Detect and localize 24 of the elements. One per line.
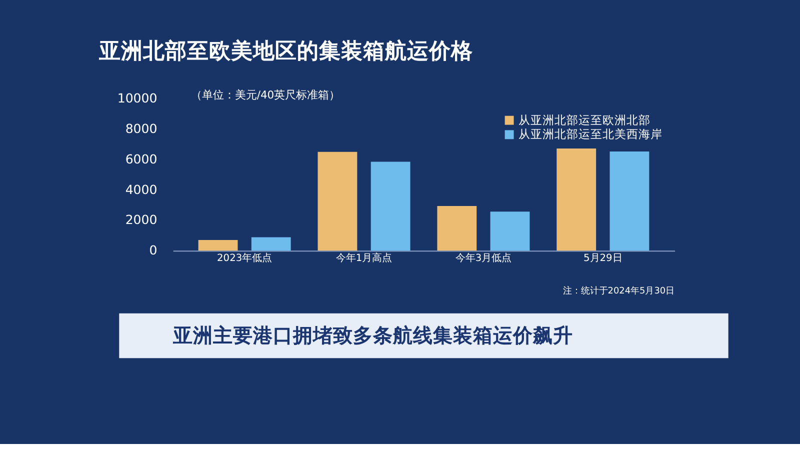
bar — [556, 148, 596, 251]
bar — [318, 152, 358, 251]
bar — [610, 152, 650, 251]
bar — [437, 206, 477, 251]
text: 注：统计于2024年5月30日 — [562, 286, 675, 297]
text: 亚洲主要港口拥堵致多条航线集装箱运价飙升 — [172, 324, 573, 348]
y-tick-label: 6000 — [125, 151, 158, 166]
bar — [198, 240, 238, 251]
legend-label: 从亚洲北部运至北美西海岸 — [518, 127, 663, 142]
bar — [490, 212, 530, 251]
chart-title: 亚洲北部至欧美地区的集装箱航运价格 — [98, 38, 474, 64]
annotation: （单位：美元/40英尺标准箱） — [190, 88, 340, 102]
bar — [251, 237, 291, 251]
x-tick-label: 今年3月低点 — [455, 252, 512, 264]
y-tick-label: 2000 — [125, 212, 158, 228]
bar — [370, 162, 410, 251]
y-tick-label: 4000 — [125, 182, 158, 197]
x-tick-label: 2023年低点 — [217, 252, 272, 264]
x-tick-label: 5月29日 — [584, 252, 622, 264]
x-tick-label: 今年1月高点 — [336, 252, 392, 264]
y-tick-label: 10000 — [117, 90, 158, 106]
legend-label: 从亚洲北部运至欧洲北部 — [518, 112, 651, 127]
y-tick-label: 0 — [149, 242, 158, 258]
y-tick-label: 8000 — [125, 120, 158, 136]
